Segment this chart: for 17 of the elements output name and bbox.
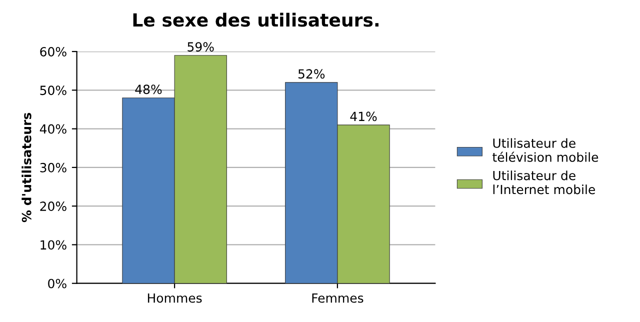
y-tick-label: 10% <box>40 240 66 250</box>
y-tick-label: 50% <box>40 86 66 96</box>
y-tick-label: 20% <box>40 202 66 212</box>
y-tick-label: 60% <box>40 46 66 56</box>
y-tick-label: 0% <box>48 278 66 288</box>
data-label: 52% <box>298 69 325 79</box>
legend-label: Utilisateur de télévision mobile <box>492 138 598 162</box>
data-label: 59% <box>188 42 214 52</box>
data-label: 41% <box>350 112 377 122</box>
y-tick-label: 30% <box>40 162 66 172</box>
data-label: 48% <box>135 84 162 94</box>
x-tick-label: Hommes <box>148 293 202 303</box>
chart-title: Le sexe des utilisateurs. <box>133 12 378 27</box>
y-tick-label: 40% <box>40 124 66 134</box>
x-tick-label: Femmes <box>312 293 364 303</box>
legend-label: Utilisateur de l’Internet mobile <box>493 170 595 194</box>
y-axis-title: % d'utilisateurs <box>22 112 32 222</box>
